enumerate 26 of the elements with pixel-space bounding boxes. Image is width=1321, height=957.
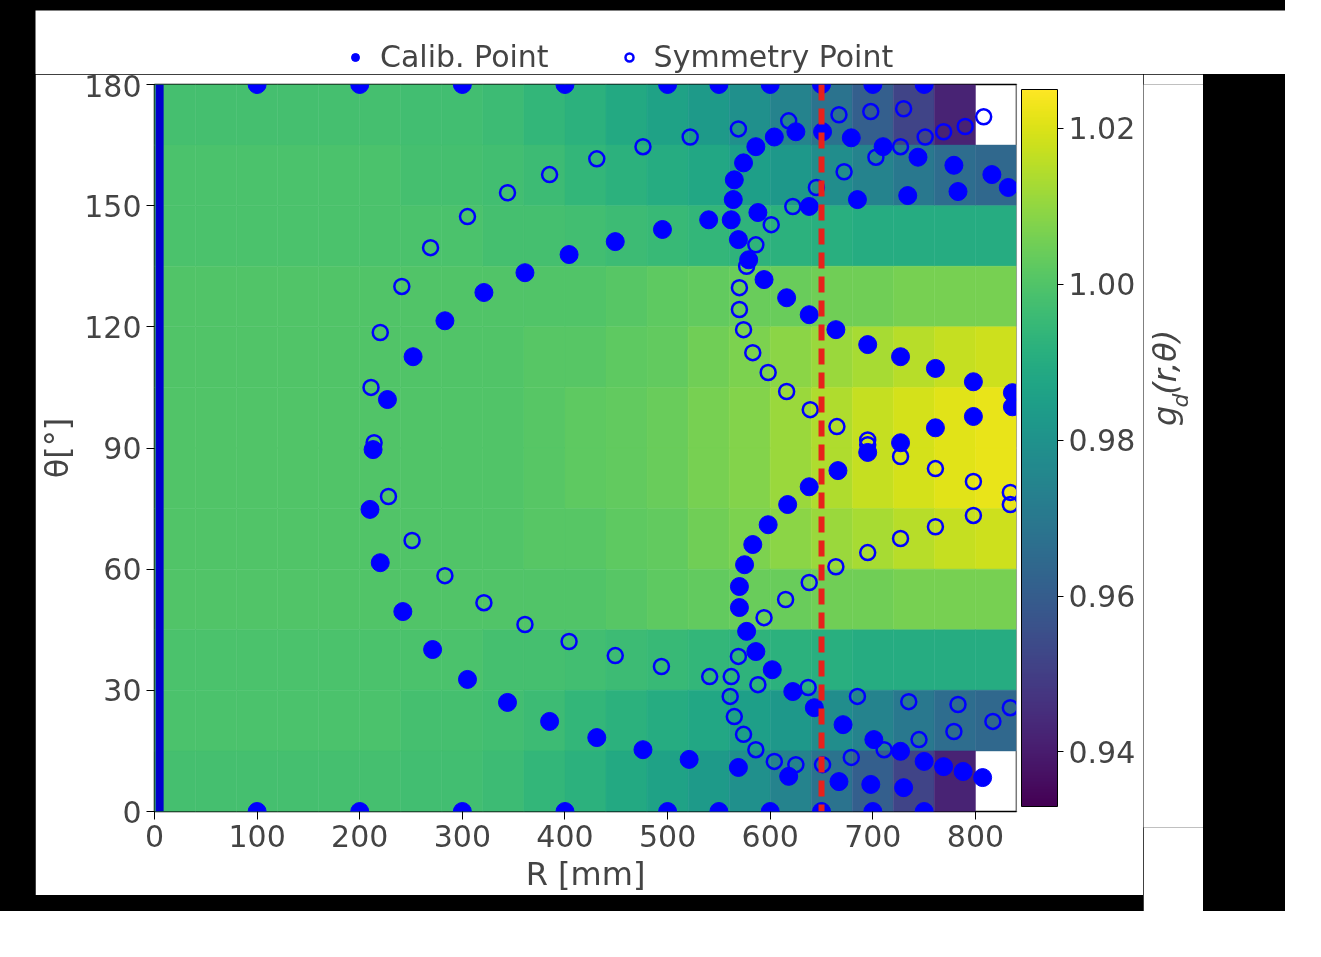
x-axis-title: R [mm] xyxy=(525,854,646,893)
legend-label: Symmetry Point xyxy=(653,39,894,74)
x-tick-label: 700 xyxy=(844,818,902,854)
y-tick-label: 120 xyxy=(84,309,142,345)
y-tick-label: 30 xyxy=(103,673,142,709)
x-tick-label: 500 xyxy=(638,818,697,854)
color-bar-label: 1.00 xyxy=(1068,267,1136,303)
color-bar-label: 1.02 xyxy=(1068,111,1136,147)
color-bar-label: 0.94 xyxy=(1068,734,1136,770)
color-bar-title: gd(r,θ) xyxy=(1145,329,1193,427)
x-tick-label: 0 xyxy=(144,818,165,854)
x-tick-label: 600 xyxy=(741,818,799,854)
color-bar-label: 0.98 xyxy=(1068,423,1136,459)
y-tick-label: 90 xyxy=(103,431,142,466)
y-tick-label: 0 xyxy=(122,794,142,830)
y-tick-label: 150 xyxy=(84,188,142,224)
color-bar-label: 0.96 xyxy=(1068,579,1136,615)
x-tick-label: 300 xyxy=(433,818,491,854)
x-tick-label: 800 xyxy=(946,818,1005,854)
y-tick-label: 180 xyxy=(84,68,142,104)
x-tick-label: 400 xyxy=(536,818,594,854)
y-tick-label: 60 xyxy=(103,552,142,588)
y-axis-title: θ[°] xyxy=(38,417,77,479)
legend-label: Calib. Point xyxy=(380,39,549,74)
x-tick-label: 200 xyxy=(331,818,389,854)
x-tick-label: 100 xyxy=(228,818,286,854)
